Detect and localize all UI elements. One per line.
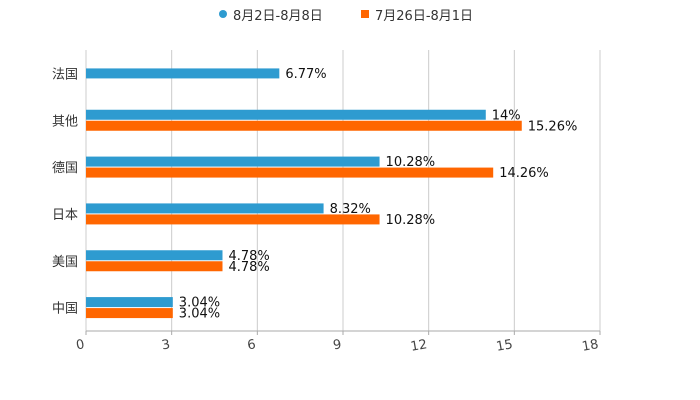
bar-1 — [86, 156, 380, 167]
y-category-label: 日本 — [52, 208, 78, 223]
x-tick-label: 18 — [581, 337, 600, 355]
x-tick-label: 12 — [409, 337, 428, 355]
bar-2 — [86, 261, 223, 272]
legend-item-series-2[interactable]: 7月26日-8月1日 — [361, 4, 473, 24]
y-category-label: 法国 — [52, 67, 78, 82]
data-label: 10.28% — [386, 213, 436, 228]
x-tick-label: 9 — [332, 337, 343, 353]
data-label: 4.78% — [228, 249, 269, 264]
data-label: 10.28% — [386, 155, 436, 170]
bar-2 — [86, 120, 522, 131]
legend-label-series-1: 8月2日-8月8日 — [233, 8, 323, 24]
bar-2 — [86, 308, 173, 319]
data-label: 14.26% — [499, 166, 549, 181]
data-label: 4.78% — [228, 260, 269, 275]
bar-1 — [86, 297, 173, 308]
bar-1 — [86, 203, 324, 214]
legend-item-series-1[interactable]: 8月2日-8月8日 — [219, 4, 323, 24]
data-label: 15.26% — [528, 119, 578, 134]
x-tick-label: 3 — [161, 337, 172, 353]
legend-label-series-2: 7月26日-8月1日 — [375, 8, 474, 24]
y-category-label: 其他 — [52, 114, 78, 129]
bar-1 — [86, 68, 280, 79]
bar-2 — [86, 167, 494, 178]
y-category-label: 美国 — [52, 255, 78, 270]
data-label: 6.77% — [285, 67, 326, 82]
data-label: 8.32% — [330, 202, 371, 217]
data-label: 14% — [492, 108, 521, 123]
legend: 8月2日-8月8日 7月26日-8月1日 — [0, 4, 700, 24]
y-category-label: 中国 — [52, 302, 78, 317]
data-label: 3.04% — [179, 307, 220, 322]
legend-marker-square-icon — [361, 10, 369, 18]
bar-1 — [86, 109, 486, 120]
x-tick-label: 6 — [246, 337, 257, 353]
bar-2 — [86, 214, 380, 225]
bar-1 — [86, 250, 223, 261]
y-category-label: 德国 — [52, 161, 78, 176]
x-tick-label: 0 — [75, 337, 86, 353]
data-label: 3.04% — [179, 296, 220, 311]
x-tick-label: 15 — [495, 337, 514, 355]
legend-marker-circle-icon — [219, 10, 227, 18]
